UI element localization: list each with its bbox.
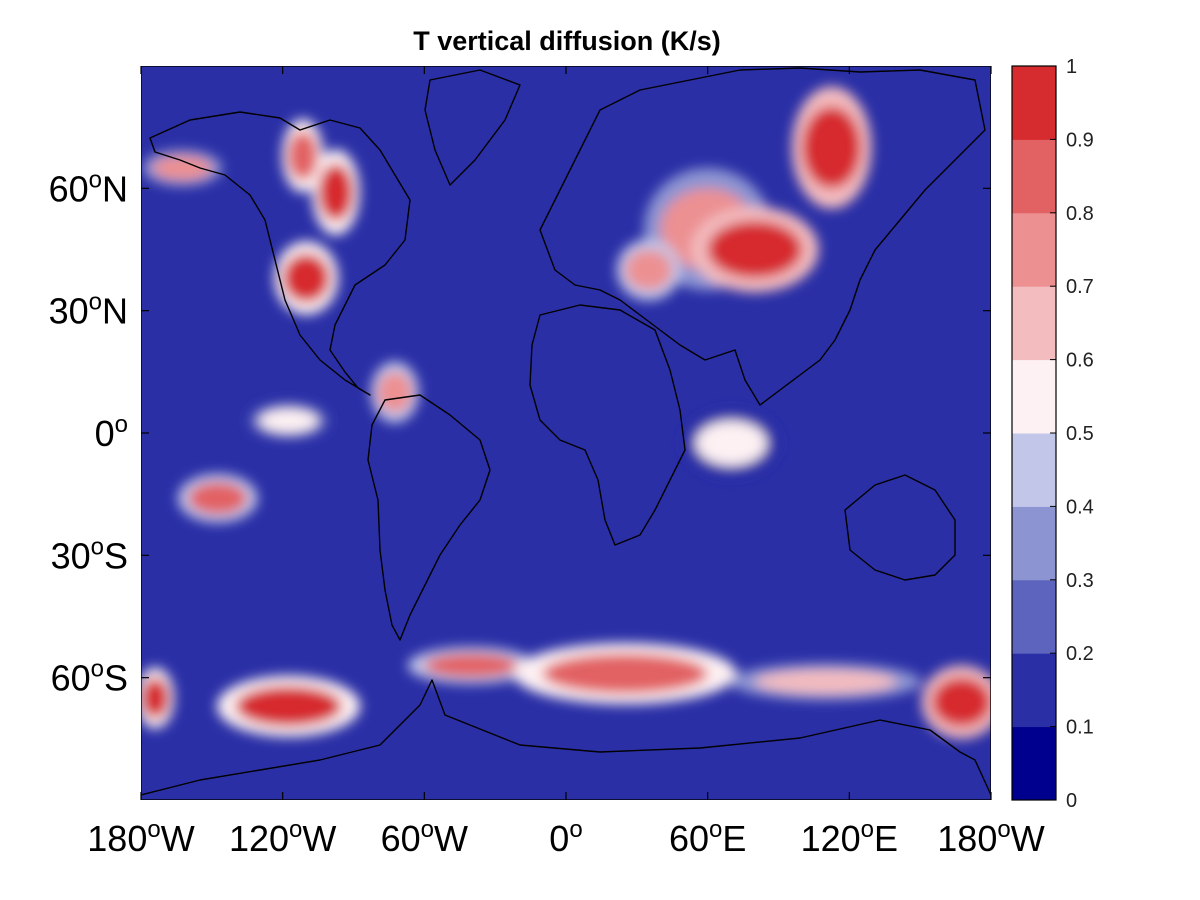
y-tick-label: 30oN (49, 289, 128, 332)
colorbar-tick-label: 0.6 (1066, 350, 1094, 372)
colorbar-tick-label: 0.7 (1066, 276, 1094, 298)
colorbar-segment (1012, 66, 1056, 140)
y-tick-label: 30oS (51, 533, 128, 576)
coastline-antarctica (141, 679, 991, 796)
x-axis: 180oW 120oW 60oW 0o 60oE 120oE 180oW (87, 66, 1045, 859)
coastline-greenland (424, 69, 521, 186)
x-tick-label: 0o (549, 816, 582, 859)
y-tick-label: 60oN (49, 166, 128, 209)
colorbar-segment (1012, 433, 1056, 507)
field-region (318, 163, 354, 221)
x-tick-label: 60oW (381, 816, 468, 859)
colorbar-tick-label: 0.3 (1066, 570, 1094, 592)
map-area (141, 66, 991, 800)
x-tick-label: 180oW (937, 816, 1044, 859)
field-region (377, 371, 413, 413)
colorbar-tick-label: 0.2 (1066, 643, 1094, 665)
colorbar-segment (1012, 506, 1056, 581)
colorbar-segment (1012, 359, 1056, 434)
colorbar-segment (1012, 653, 1056, 728)
field-region (542, 653, 708, 694)
colorbar: 0 0.1 0.2 0.3 0.4 0.5 0.6 0.7 0.8 0.9 1 (1011, 56, 1094, 812)
field-region (424, 653, 519, 678)
field-region (152, 155, 212, 181)
colorbar-tick-label: 0.9 (1066, 129, 1094, 151)
coastline-africa (529, 304, 686, 546)
colorbar-tick-label: 1 (1066, 56, 1077, 78)
field-region (287, 131, 319, 181)
diffusion-field (141, 86, 991, 739)
chart-title: T vertical diffusion (K/s) (413, 26, 721, 56)
colorbar-segment (1012, 726, 1056, 801)
field-region (931, 677, 991, 727)
x-tick-label: 120oE (801, 816, 898, 859)
field-region (625, 249, 673, 291)
y-axis: 60oN 30oN 0o 30oS 60oS (49, 166, 991, 699)
colorbar-tick-label: 0.4 (1066, 496, 1094, 518)
field-region (707, 220, 803, 279)
coastlines (141, 67, 991, 796)
colorbar-segment (1012, 286, 1056, 361)
colorbar-tick-label: 0.8 (1066, 203, 1094, 225)
colorbar-segment (1012, 212, 1056, 287)
y-tick-label: 60oS (51, 656, 128, 699)
x-tick-label: 180oW (87, 816, 194, 859)
x-tick-label: 60oE (669, 816, 746, 859)
field-region (259, 408, 319, 433)
x-tick-label: 120oW (229, 816, 336, 859)
field-region (802, 106, 862, 189)
y-tick-label: 0o (95, 411, 128, 454)
field-region (282, 253, 330, 303)
colorbar-tick-label: 0.5 (1066, 423, 1094, 445)
field-region (188, 481, 248, 515)
colorbar-tick-label: 0.1 (1066, 717, 1094, 739)
colorbar-segment (1012, 139, 1056, 214)
field-region (235, 685, 342, 727)
colorbar-tick-label: 0 (1066, 790, 1077, 812)
colorbar-segment (1012, 579, 1056, 654)
field-region (695, 420, 767, 466)
field-region (141, 677, 170, 719)
coastline-eurasia (539, 67, 986, 406)
field-region (754, 669, 897, 694)
coastline-south-america (367, 394, 491, 641)
coastline-north-america (149, 111, 411, 396)
coastline-australia (844, 474, 956, 581)
